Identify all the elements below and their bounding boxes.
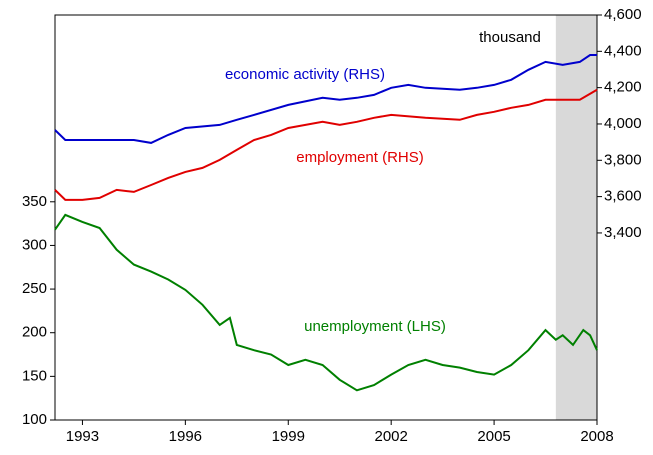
- x-tick-label: 1999: [272, 428, 305, 445]
- x-tick-label: 2005: [477, 428, 510, 445]
- y-tick-label: 300: [22, 236, 47, 253]
- shading: [555, 15, 597, 420]
- x-tick-label: 2008: [580, 428, 613, 445]
- y2-tick-label: 3,400: [604, 224, 642, 241]
- x-tick-label: 2002: [374, 428, 407, 445]
- series-line: [54, 213, 598, 392]
- y-tick-label: 150: [22, 367, 47, 384]
- annotation: thousand: [479, 29, 541, 46]
- y2-tick-label: 4,400: [604, 42, 642, 59]
- y-tick-label: 250: [22, 280, 47, 297]
- y2-tick-label: 4,000: [604, 115, 642, 132]
- x-tick-label: 1996: [169, 428, 202, 445]
- y-tick-label: 100: [22, 411, 47, 428]
- series-label: economic activity (RHS): [225, 66, 385, 83]
- x-tick-label: 1993: [66, 428, 99, 445]
- plot-frame: [54, 14, 598, 421]
- y2-tick-label: 4,200: [604, 79, 642, 96]
- series-line: [54, 54, 597, 144]
- y-tick-label: 350: [22, 193, 47, 210]
- series-line: [54, 88, 598, 201]
- series-label: employment (RHS): [296, 149, 424, 166]
- series-label: unemployment (LHS): [304, 318, 446, 335]
- y2-tick-label: 4,600: [604, 6, 642, 23]
- y2-tick-label: 3,800: [604, 151, 642, 168]
- y-tick-label: 200: [22, 324, 47, 341]
- y2-tick-label: 3,600: [604, 188, 642, 205]
